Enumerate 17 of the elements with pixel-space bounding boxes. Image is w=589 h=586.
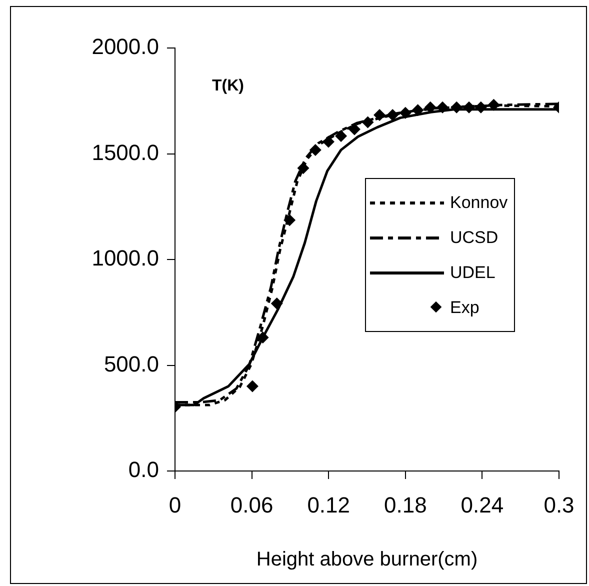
x-tick-label: 0.18 bbox=[384, 492, 427, 518]
legend-label: UCSD bbox=[450, 228, 498, 248]
x-tick-label: 0 bbox=[168, 492, 182, 518]
y-tick-label: 0.0 bbox=[128, 457, 159, 482]
legend-label: Konnov bbox=[450, 192, 508, 212]
y-tick-label: 500.0 bbox=[104, 351, 159, 376]
x-tick-label: 0.06 bbox=[230, 492, 274, 518]
y-tick-label: 2000.0 bbox=[92, 34, 159, 60]
x-tick-label: 0.24 bbox=[460, 492, 504, 518]
x-axis-title: Height above burner(cm) bbox=[256, 548, 478, 571]
y-tick-label: 1500.0 bbox=[92, 140, 159, 165]
x-tick-label: 0.12 bbox=[307, 492, 350, 518]
legend-label: UDEL bbox=[450, 262, 496, 282]
x-tick-label: 0.3 bbox=[544, 492, 574, 518]
y-tick-label: 1000.0 bbox=[92, 246, 159, 271]
legend-label: Exp bbox=[450, 298, 480, 318]
annotation: T(K) bbox=[212, 77, 244, 94]
